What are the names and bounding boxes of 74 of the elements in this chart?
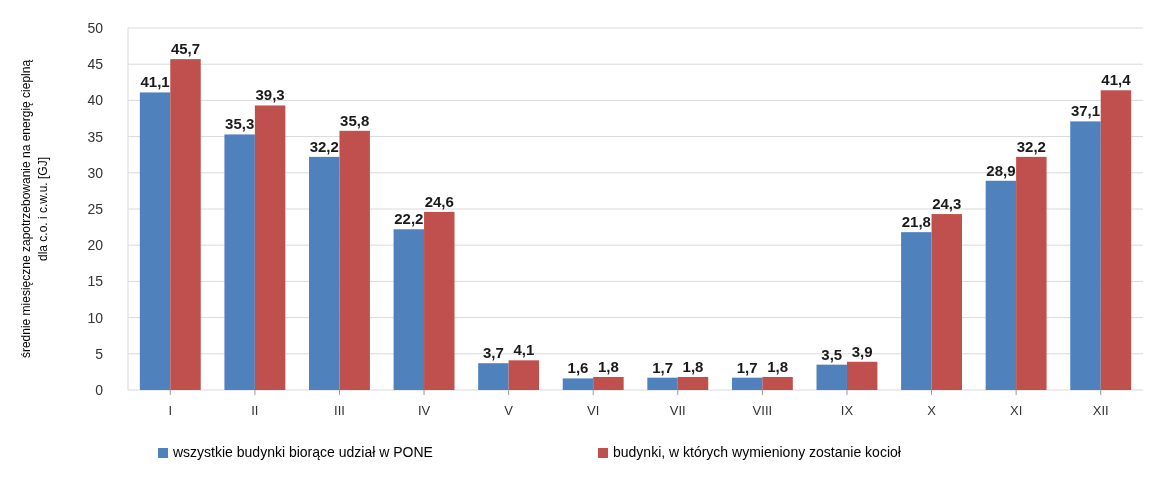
data-label: 35,3 [225, 115, 255, 133]
bar [562, 378, 594, 390]
bar [139, 92, 171, 390]
bar [309, 156, 340, 390]
x-tick-label: XII [1092, 403, 1109, 418]
y-tick-label: 35 [87, 128, 104, 145]
bar [224, 134, 255, 390]
y-tick-label: 15 [87, 273, 104, 290]
x-tick-label: I [168, 403, 173, 418]
data-label: 45,7 [170, 40, 201, 58]
bar [647, 377, 678, 390]
y-tick-label: 5 [95, 345, 104, 362]
data-label: 22,2 [394, 210, 424, 228]
data-label: 3,7 [482, 344, 504, 362]
y-tick-label: 0 [95, 381, 104, 398]
y-tick-label: 50 [87, 19, 104, 36]
bar [816, 364, 847, 390]
bar [393, 229, 425, 390]
data-label: 4,1 [513, 341, 535, 359]
y-tick-label: 30 [87, 164, 104, 181]
bar [1016, 156, 1047, 390]
x-tick-label: VIII [752, 403, 773, 418]
legend-label: wszystkie budynki biorące udział w PONE [172, 444, 433, 460]
y-axis-title: średnie miesięczne zapotrzebowanie na energię cieplną dla c.o. i c.w.u. [GJ] [19, 59, 50, 359]
data-label: 1,7 [736, 358, 758, 376]
y-tick-label: 10 [87, 309, 104, 326]
data-label: 32,2 [309, 137, 339, 155]
y-tick-label: 25 [87, 200, 104, 217]
data-label: 1,7 [652, 358, 673, 376]
bar [254, 105, 286, 390]
x-tick-label: IV [417, 403, 431, 418]
bar [901, 232, 932, 390]
bar [931, 214, 962, 390]
x-tick-label: XI [1009, 403, 1023, 418]
x-tick-label: VII [669, 403, 686, 418]
data-label: 21,8 [901, 213, 931, 231]
bar [478, 363, 509, 390]
x-tick-label: X [927, 403, 937, 418]
bar [846, 361, 878, 390]
data-label: 39,3 [255, 86, 285, 104]
x-tick-label: III [334, 403, 345, 418]
data-label: 37,1 [1070, 102, 1101, 120]
bar [593, 376, 624, 390]
bar [424, 211, 455, 390]
bar [170, 59, 201, 390]
bar [677, 376, 709, 390]
x-tick-label: II [251, 403, 259, 418]
x-tick-label: V [504, 403, 514, 418]
x-tick-label: VI [587, 403, 600, 418]
bar [731, 377, 763, 390]
bar [508, 360, 540, 390]
data-label: 3,9 [851, 342, 873, 360]
bar [1070, 121, 1101, 390]
legend-label: budynki, w których wymieniony zostanie kocioł [613, 444, 902, 460]
bar [339, 130, 370, 390]
data-label: 41,1 [140, 73, 170, 91]
data-label: 24,3 [932, 195, 962, 213]
data-label: 41,4 [1101, 71, 1132, 89]
data-label: 35,8 [340, 111, 370, 129]
y-tick-label: 40 [87, 92, 104, 109]
data-label: 28,9 [986, 161, 1016, 179]
bar [762, 376, 793, 390]
x-tick-label: IX [840, 403, 854, 418]
data-label: 3,5 [821, 345, 843, 363]
data-label: 1,8 [682, 357, 704, 375]
data-label: 24,6 [424, 192, 454, 210]
data-label: 1,6 [567, 359, 589, 377]
data-label: 1,8 [767, 357, 789, 375]
y-tick-label: 45 [87, 56, 104, 73]
data-label: 32,2 [1016, 137, 1046, 155]
bar [985, 180, 1017, 390]
data-label: 1,8 [598, 357, 619, 375]
bar [1100, 90, 1132, 390]
y-tick-label: 20 [87, 237, 104, 254]
